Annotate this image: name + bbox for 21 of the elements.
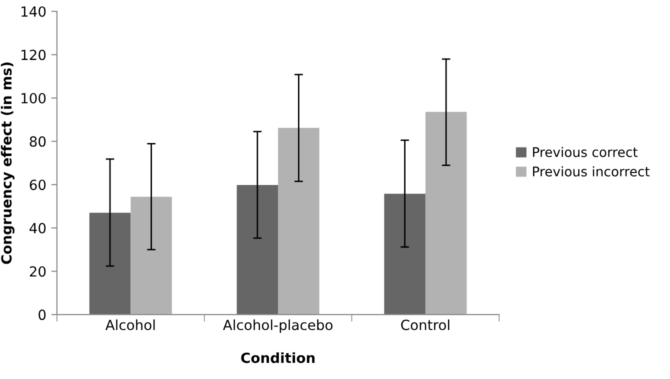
y-tick-label: 140	[22, 6, 46, 17]
x-tick-label: Alcohol-placebo	[222, 319, 332, 333]
y-tick-label: 120	[22, 50, 46, 60]
y-tick-label: 40	[30, 222, 46, 234]
legend-label: Previous incorrect	[533, 166, 650, 176]
y-tick-label: 0	[38, 310, 46, 320]
x-tick-label: Alcohol	[105, 319, 155, 330]
x-tick-label: Control	[401, 319, 450, 330]
legend-label: Previous correct	[533, 146, 638, 158]
bar	[130, 196, 172, 315]
bar	[425, 112, 467, 315]
y-tick-label: 80	[30, 136, 46, 147]
y-tick-label: 60	[30, 180, 46, 190]
bar	[236, 185, 278, 315]
y-axis-title: Congruency effect (in ms)	[0, 62, 14, 264]
bar	[278, 128, 320, 315]
bar	[384, 194, 426, 315]
x-axis-title: Condition	[241, 352, 315, 364]
y-tick-label: 20	[30, 266, 46, 277]
bar	[89, 212, 131, 315]
y-tick-label: 100	[22, 92, 46, 104]
